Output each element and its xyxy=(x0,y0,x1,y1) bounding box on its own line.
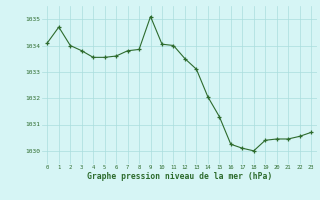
X-axis label: Graphe pression niveau de la mer (hPa): Graphe pression niveau de la mer (hPa) xyxy=(87,172,272,181)
